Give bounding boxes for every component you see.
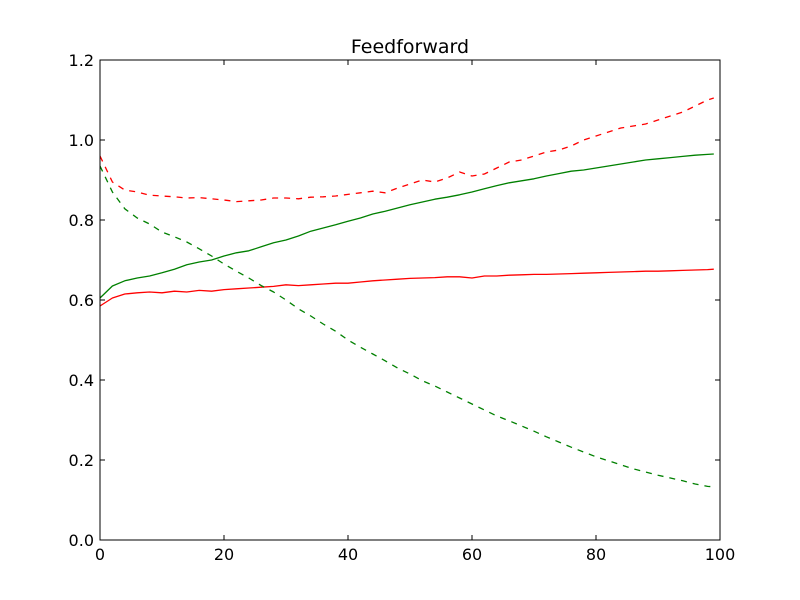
x-tick-label: 100 — [705, 545, 736, 564]
y-tick-label: 1.2 — [69, 51, 94, 70]
y-tick-label: 0.8 — [69, 211, 94, 230]
y-axis: 0.0 0.2 0.4 0.6 0.8 1.0 1.2 — [69, 51, 720, 550]
plot-frame — [99, 59, 721, 541]
y-tick-label: 0.6 — [69, 291, 94, 310]
series-line-4 — [99, 165, 714, 488]
x-tick-label: 0 — [95, 545, 105, 564]
x-tick-label: 20 — [214, 545, 234, 564]
series-line-1 — [99, 97, 714, 203]
x-tick-label: 80 — [586, 545, 606, 564]
x-tick-label: 40 — [338, 545, 358, 564]
series-line-2 — [99, 153, 714, 299]
x-axis: 0 20 40 60 80 100 — [95, 60, 735, 564]
y-tick-label: 0.2 — [69, 451, 94, 470]
y-tick-label: 0.0 — [69, 531, 94, 550]
series-layer — [99, 97, 714, 488]
series-line-3 — [99, 268, 714, 307]
y-tick-label: 0.4 — [69, 371, 94, 390]
y-tick-label: 1.0 — [69, 131, 94, 150]
x-tick-label: 60 — [462, 545, 482, 564]
chart-title: Feedforward — [351, 36, 469, 58]
